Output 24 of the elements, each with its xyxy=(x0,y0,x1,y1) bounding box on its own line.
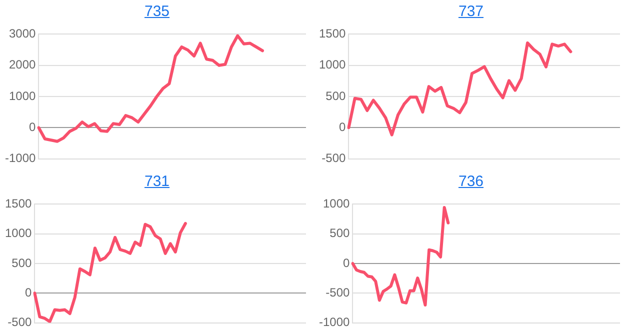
y-tick-label: 1500 xyxy=(4,196,32,211)
y-tick-label: 500 xyxy=(326,88,346,103)
y-tick-label: 1000 xyxy=(318,58,346,72)
y-tick-label: 2000 xyxy=(8,58,36,72)
y-tick-label: 0 xyxy=(343,256,350,270)
y-tick-label: 500 xyxy=(330,226,350,240)
y-tick-label: 1000 xyxy=(8,88,36,103)
y-tick-label: -500 xyxy=(326,285,350,300)
chart-title: 736 xyxy=(458,173,484,190)
y-tick-label: 1500 xyxy=(318,26,346,41)
y-tick-label: -1000 xyxy=(4,151,36,166)
y-tick-label: 1000 xyxy=(4,226,32,240)
y-tick-label: 3000 xyxy=(8,26,36,41)
y-tick-label: 0 xyxy=(25,285,32,300)
y-tick-label: -500 xyxy=(8,315,32,330)
y-tick-label: -500 xyxy=(322,151,346,166)
y-tick-label: 500 xyxy=(12,256,32,270)
chart-title: 731 xyxy=(144,173,170,190)
y-tick-label: 0 xyxy=(29,120,36,134)
y-tick-label: 1000 xyxy=(322,196,350,211)
y-tick-label: -1000 xyxy=(318,315,350,330)
chart-title: 735 xyxy=(144,3,170,20)
chart-title: 737 xyxy=(458,3,484,20)
y-tick-label: 0 xyxy=(339,120,346,134)
